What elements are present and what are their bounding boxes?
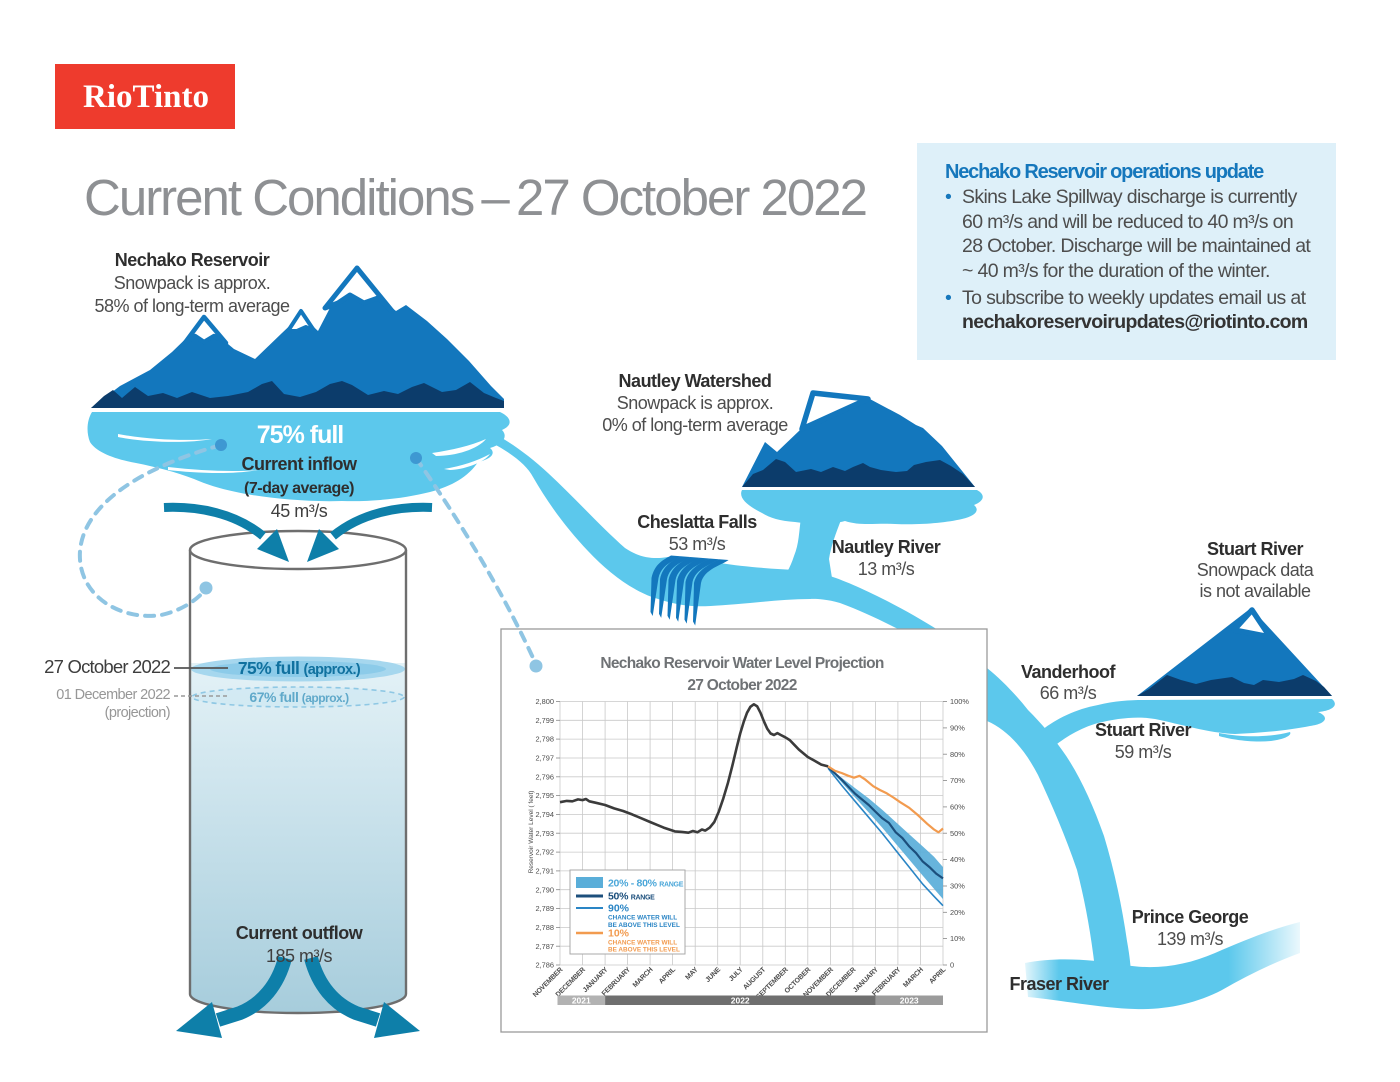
- svg-text:2,789: 2,789: [536, 904, 555, 913]
- svg-text:2,791: 2,791: [536, 867, 555, 876]
- svg-text:27 October 2022: 27 October 2022: [687, 677, 796, 694]
- svg-text:2,794: 2,794: [536, 810, 555, 819]
- svg-text:2,800: 2,800: [536, 697, 555, 706]
- svg-text:90%: 90%: [950, 724, 965, 733]
- svg-text:Nechako Reservoir Water Level: Nechako Reservoir Water Level Projection: [600, 655, 883, 672]
- svg-text:90%: 90%: [608, 903, 630, 915]
- svg-text:BE ABOVE THIS LEVEL: BE ABOVE THIS LEVEL: [608, 922, 680, 929]
- svg-text:2,796: 2,796: [536, 772, 555, 781]
- svg-text:20%: 20%: [950, 908, 965, 917]
- svg-text:50%: 50%: [950, 829, 965, 838]
- svg-text:80%: 80%: [950, 750, 965, 759]
- svg-text:2,797: 2,797: [536, 754, 555, 763]
- svg-text:CHANCE WATER WILL: CHANCE WATER WILL: [608, 940, 677, 947]
- svg-text:2,786: 2,786: [536, 961, 555, 970]
- svg-text:2,798: 2,798: [536, 735, 555, 744]
- svg-text:100%: 100%: [950, 697, 969, 706]
- svg-text:2023: 2023: [900, 995, 919, 1005]
- svg-text:2,799: 2,799: [536, 716, 555, 725]
- svg-text:2,787: 2,787: [536, 942, 555, 951]
- svg-text:2021: 2021: [572, 995, 591, 1005]
- svg-text:2,790: 2,790: [536, 885, 555, 894]
- svg-text:2,792: 2,792: [536, 848, 555, 857]
- svg-text:BE ABOVE THIS LEVEL: BE ABOVE THIS LEVEL: [608, 947, 680, 954]
- svg-text:10%: 10%: [950, 934, 965, 943]
- svg-text:60%: 60%: [950, 803, 965, 812]
- svg-text:70%: 70%: [950, 776, 965, 785]
- svg-text:10%: 10%: [608, 928, 630, 940]
- svg-text:CHANCE WATER WILL: CHANCE WATER WILL: [608, 915, 677, 922]
- svg-text:0: 0: [950, 961, 954, 970]
- svg-text:Reservoir Water Level ( feet): Reservoir Water Level ( feet): [528, 791, 535, 874]
- svg-text:40%: 40%: [950, 855, 965, 864]
- svg-text:2,793: 2,793: [536, 829, 555, 838]
- svg-text:30%: 30%: [950, 882, 965, 891]
- svg-text:2,795: 2,795: [536, 791, 555, 800]
- svg-text:2,788: 2,788: [536, 923, 555, 932]
- svg-text:2022: 2022: [731, 995, 750, 1005]
